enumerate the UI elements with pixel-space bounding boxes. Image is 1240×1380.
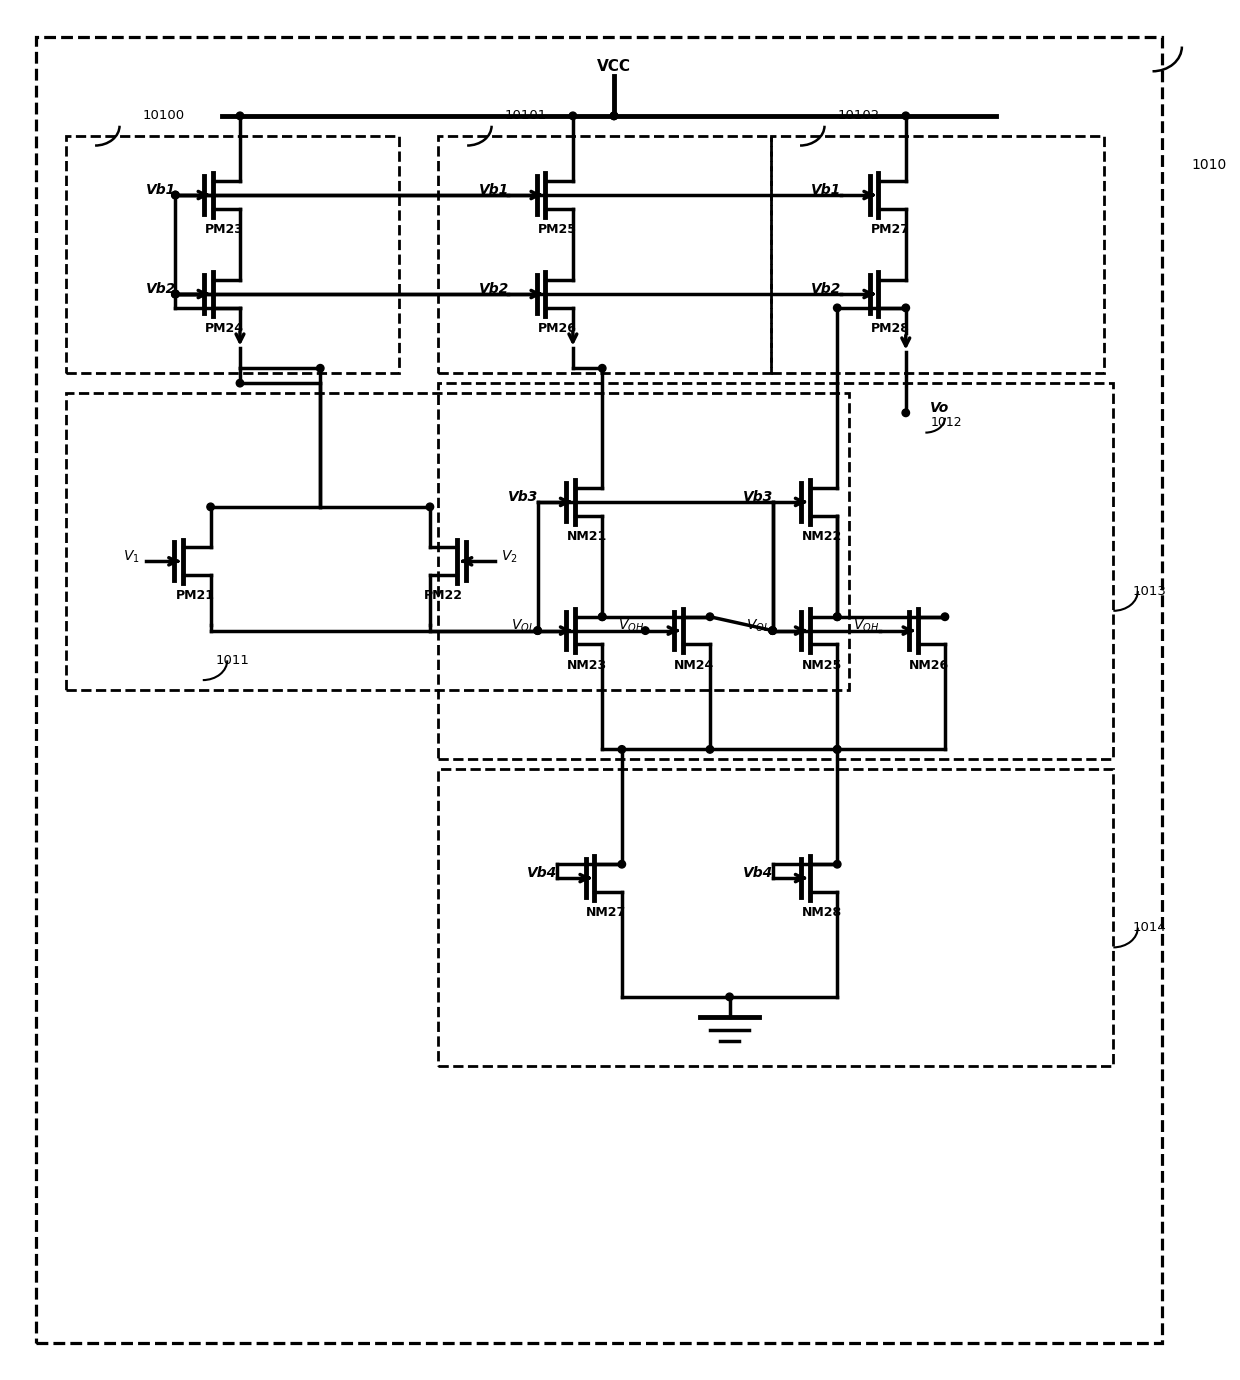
Text: $V_{OH}$: $V_{OH}$ [853, 617, 879, 633]
Text: Vb2: Vb2 [145, 282, 176, 297]
Text: 10101: 10101 [505, 109, 547, 123]
Text: 1011: 1011 [216, 654, 249, 667]
Text: PM23: PM23 [205, 224, 244, 236]
Text: $V_{OL}$: $V_{OL}$ [511, 617, 534, 633]
Text: PM27: PM27 [870, 224, 910, 236]
Circle shape [641, 627, 649, 635]
Text: Vb2: Vb2 [811, 282, 842, 297]
Circle shape [237, 380, 244, 386]
Text: Vb3: Vb3 [743, 490, 773, 504]
Circle shape [833, 745, 841, 753]
Text: $V_{OH}$: $V_{OH}$ [618, 617, 644, 633]
Text: $V_2$: $V_2$ [501, 548, 517, 564]
Text: Vb4: Vb4 [527, 867, 558, 880]
Bar [438, 384, 1114, 759]
Circle shape [618, 861, 625, 868]
Circle shape [941, 613, 949, 621]
Circle shape [610, 112, 618, 120]
Text: PM22: PM22 [424, 589, 463, 603]
Circle shape [769, 627, 776, 635]
Text: Vb1: Vb1 [479, 184, 508, 197]
Circle shape [171, 290, 179, 298]
Circle shape [901, 112, 909, 120]
Text: 1014: 1014 [1133, 920, 1167, 934]
Bar [438, 769, 1114, 1067]
Text: $V_{OL}$: $V_{OL}$ [746, 617, 770, 633]
Text: NM21: NM21 [567, 530, 606, 544]
Circle shape [618, 745, 625, 753]
Circle shape [769, 627, 776, 635]
Circle shape [769, 627, 776, 635]
Circle shape [707, 613, 714, 621]
Bar [66, 393, 849, 690]
Text: Vb3: Vb3 [508, 490, 538, 504]
Circle shape [599, 364, 606, 373]
Text: Vb1: Vb1 [811, 184, 842, 197]
Circle shape [569, 112, 577, 120]
Text: 1012: 1012 [930, 417, 962, 429]
Text: NM28: NM28 [801, 907, 842, 919]
Text: Vb2: Vb2 [479, 282, 508, 297]
Circle shape [427, 504, 434, 511]
Bar [438, 135, 770, 373]
Text: $V_1$: $V_1$ [123, 548, 140, 564]
Text: 1010: 1010 [1192, 159, 1226, 172]
Circle shape [316, 364, 324, 373]
Text: VCC: VCC [596, 59, 631, 75]
Text: 10100: 10100 [143, 109, 185, 123]
Circle shape [207, 504, 215, 511]
Bar [66, 135, 398, 373]
Text: Vb4: Vb4 [743, 867, 773, 880]
Text: NM22: NM22 [801, 530, 842, 544]
Text: PM28: PM28 [870, 322, 910, 335]
Text: 10102: 10102 [838, 109, 880, 123]
Text: Vo: Vo [930, 400, 950, 415]
Circle shape [833, 613, 841, 621]
Circle shape [725, 994, 733, 1000]
Circle shape [237, 112, 244, 120]
Text: NM25: NM25 [801, 658, 842, 672]
Circle shape [171, 290, 179, 298]
Circle shape [833, 745, 841, 753]
Text: PM25: PM25 [538, 224, 577, 236]
Text: NM27: NM27 [587, 907, 626, 919]
Circle shape [610, 112, 618, 120]
Circle shape [534, 627, 542, 635]
Text: NM26: NM26 [909, 658, 950, 672]
Circle shape [707, 745, 714, 753]
Circle shape [599, 613, 606, 621]
Circle shape [534, 627, 542, 635]
Circle shape [171, 192, 179, 199]
Text: PM21: PM21 [175, 589, 215, 603]
Circle shape [901, 408, 909, 417]
Text: 1013: 1013 [1133, 585, 1167, 598]
Circle shape [599, 613, 606, 621]
Text: PM26: PM26 [538, 322, 577, 335]
Circle shape [833, 304, 841, 312]
Circle shape [171, 290, 179, 298]
Circle shape [833, 613, 841, 621]
Circle shape [901, 304, 909, 312]
Circle shape [833, 861, 841, 868]
Bar [770, 135, 1104, 373]
Text: NM23: NM23 [567, 658, 606, 672]
Text: PM24: PM24 [205, 322, 244, 335]
Circle shape [171, 192, 179, 199]
Text: Vb1: Vb1 [145, 184, 176, 197]
Text: NM24: NM24 [675, 658, 714, 672]
